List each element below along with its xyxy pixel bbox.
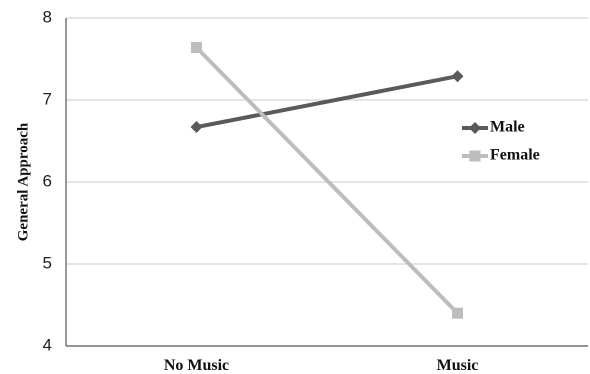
series-line-female: [195, 46, 459, 315]
data-point-female: [452, 307, 463, 319]
series-lines: [190, 42, 464, 319]
x-tick-label: No Music: [164, 357, 229, 374]
legend-label-female: Female: [490, 147, 540, 164]
y-tick-label: 7: [43, 89, 52, 108]
y-tick-label: 8: [43, 7, 52, 26]
y-tick-label: 5: [43, 253, 52, 272]
legend-marker-male: [469, 122, 481, 134]
legend: Male Female: [462, 119, 540, 164]
data-point-female: [191, 42, 202, 54]
x-tick-label: Music: [437, 357, 479, 374]
data-point-male: [451, 70, 464, 83]
y-tick-label: 6: [43, 171, 52, 190]
gridlines: [66, 17, 588, 265]
legend-label-male: Male: [490, 119, 525, 136]
legend-marker-female: [469, 150, 481, 162]
y-tick-labels: 4 5 6 7 8: [43, 7, 52, 354]
series-line-male: [196, 74, 458, 130]
x-tick-labels: No Music Music: [164, 357, 479, 374]
data-point-male: [190, 121, 203, 134]
y-axis-label: General Approach: [15, 122, 31, 241]
y-tick-label: 4: [43, 335, 52, 354]
